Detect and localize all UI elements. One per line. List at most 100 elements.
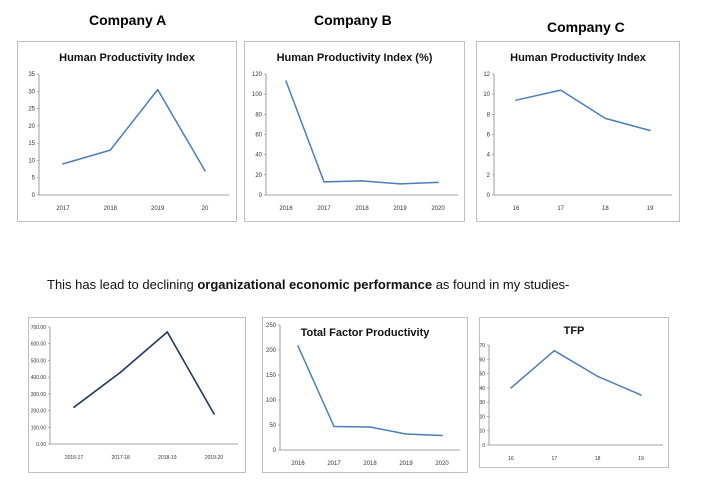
data-point — [596, 375, 599, 378]
data-point — [369, 426, 371, 428]
y-tick-label: 80 — [255, 112, 262, 118]
y-tick-label: 150 — [266, 373, 277, 379]
y-tick-label: 40 — [255, 153, 262, 159]
y-tick-label: 0 — [482, 443, 485, 449]
chart-title: TFP — [564, 325, 585, 337]
data-point — [604, 117, 607, 120]
x-tick-label: 18 — [602, 206, 609, 212]
x-tick-label: 2016-17 — [65, 455, 84, 461]
data-point — [510, 387, 512, 389]
data-point — [119, 371, 122, 373]
data-point — [437, 181, 439, 184]
chart-frame — [244, 41, 465, 222]
company-c-heading: Company C — [547, 19, 625, 35]
y-tick-label: 20 — [28, 124, 35, 130]
data-point — [515, 99, 517, 102]
y-tick-label: 8 — [487, 112, 491, 118]
data-point — [361, 180, 363, 182]
chart-panel-f: TFP 0 10 20 30 40 50 60 70 16 17 18 19 — [479, 317, 669, 468]
x-tick-label: 2016 — [291, 461, 305, 467]
y-tick-label: 20 — [255, 173, 262, 179]
x-tick-label: 2020 — [435, 461, 449, 467]
y-tick-label: 0 — [32, 193, 36, 199]
x-tick-label: 2019 — [399, 461, 413, 467]
data-point — [333, 425, 335, 428]
y-tick-label: 400.00 — [31, 375, 47, 381]
y-tick-label: 60 — [479, 357, 485, 363]
x-tick-label: 2018 — [363, 461, 377, 467]
data-point — [323, 181, 325, 183]
x-tick-label: 17 — [552, 456, 558, 462]
data-point — [441, 434, 443, 437]
y-tick-label: 600.00 — [31, 342, 47, 348]
y-tick-label: 100 — [252, 92, 263, 98]
chart-panel-d: 0.00 100.00 200.00 300.00 400.00 500.00 600.00… — [28, 317, 246, 473]
y-tick-label: 500.00 — [31, 358, 47, 364]
y-tick-label: 200.00 — [31, 409, 47, 415]
y-tick-label: 120 — [252, 72, 263, 78]
y-tick-label: 30 — [479, 400, 485, 406]
y-tick-label: 0 — [273, 448, 277, 454]
chart-panel-e: Total Factor Productivity 0 50 100 150 200 250… — [262, 317, 468, 473]
caption-after: as found in my studies- — [432, 277, 570, 292]
chart-e: Total Factor Productivity 0 50 100 150 200 250… — [262, 317, 468, 473]
x-tick-label: 17 — [557, 206, 564, 212]
y-tick-label: 30 — [28, 89, 35, 95]
x-tick-label: 2019 — [393, 206, 407, 212]
chart-frame — [262, 317, 468, 473]
x-tick-label: 2017-18 — [111, 455, 130, 461]
data-point — [297, 345, 299, 347]
data-point — [156, 88, 159, 91]
y-tick-label: 25 — [28, 107, 35, 113]
chart-b: Human Productivity Index (%) 0 20 40 60 80 100… — [244, 41, 465, 222]
y-tick-label: 10 — [479, 429, 485, 435]
series-line — [515, 89, 651, 132]
data-point — [405, 433, 407, 435]
company-a-heading: Company A — [89, 12, 167, 28]
x-tick-label: 2016 — [279, 206, 293, 212]
caption-before: This has lead to declining — [47, 277, 198, 292]
chart-title: Human Productivity Index (%) — [277, 52, 433, 64]
x-tick-label: 2017 — [317, 206, 331, 212]
data-point — [399, 183, 401, 185]
data-point — [213, 413, 215, 415]
data-point — [649, 129, 651, 132]
chart-c: Human Productivity Index 0 2 4 6 8 10 12 16 17 18 1… — [476, 41, 680, 222]
chart-f: TFP 0 10 20 30 40 50 60 70 16 17 18 19 — [479, 317, 669, 468]
chart-a: Human Productivity Index 0 5 10 15 20 25 30 35 20… — [17, 41, 237, 222]
x-tick-label: 2020 — [431, 206, 445, 212]
y-tick-label: 50 — [479, 372, 485, 378]
chart-title: Human Productivity Index — [59, 52, 196, 64]
y-tick-label: 6 — [487, 133, 491, 139]
caption-text: This has lead to declining organizationa… — [47, 277, 569, 292]
chart-title: Human Productivity Index — [510, 52, 647, 64]
chart-frame — [17, 41, 237, 222]
chart-panel-b: Human Productivity Index (%) 0 20 40 60 80 100… — [244, 41, 465, 222]
y-tick-label: 40 — [479, 386, 485, 392]
caption-bold: organizational economic performance — [197, 277, 433, 292]
x-tick-label: 2018-19 — [158, 455, 177, 461]
y-tick-label: 60 — [255, 133, 262, 139]
y-tick-label: 300.00 — [31, 392, 47, 398]
y-tick-label: 50 — [269, 423, 276, 429]
x-tick-label: 18 — [595, 456, 601, 462]
y-tick-label: 250 — [266, 323, 277, 329]
series-line — [510, 349, 642, 396]
y-tick-label: 0 — [487, 193, 491, 199]
y-tick-label: 2 — [487, 173, 491, 179]
x-tick-label: 2018 — [104, 206, 118, 212]
x-tick-label: 19 — [647, 206, 654, 212]
data-point — [109, 149, 112, 151]
data-point — [553, 349, 556, 352]
chart-frame — [28, 317, 246, 473]
y-tick-label: 15 — [28, 141, 35, 147]
data-point — [559, 89, 562, 91]
chart-d: 0.00 100.00 200.00 300.00 400.00 500.00 600.00… — [28, 317, 246, 473]
data-point — [285, 80, 287, 82]
x-tick-label: 2018 — [355, 206, 369, 212]
data-point — [62, 163, 64, 165]
y-tick-label: 0.00 — [36, 442, 46, 448]
x-tick-label: 16 — [508, 456, 514, 462]
chart-title: Total Factor Productivity — [301, 327, 431, 339]
x-tick-label: 2017 — [327, 461, 341, 467]
